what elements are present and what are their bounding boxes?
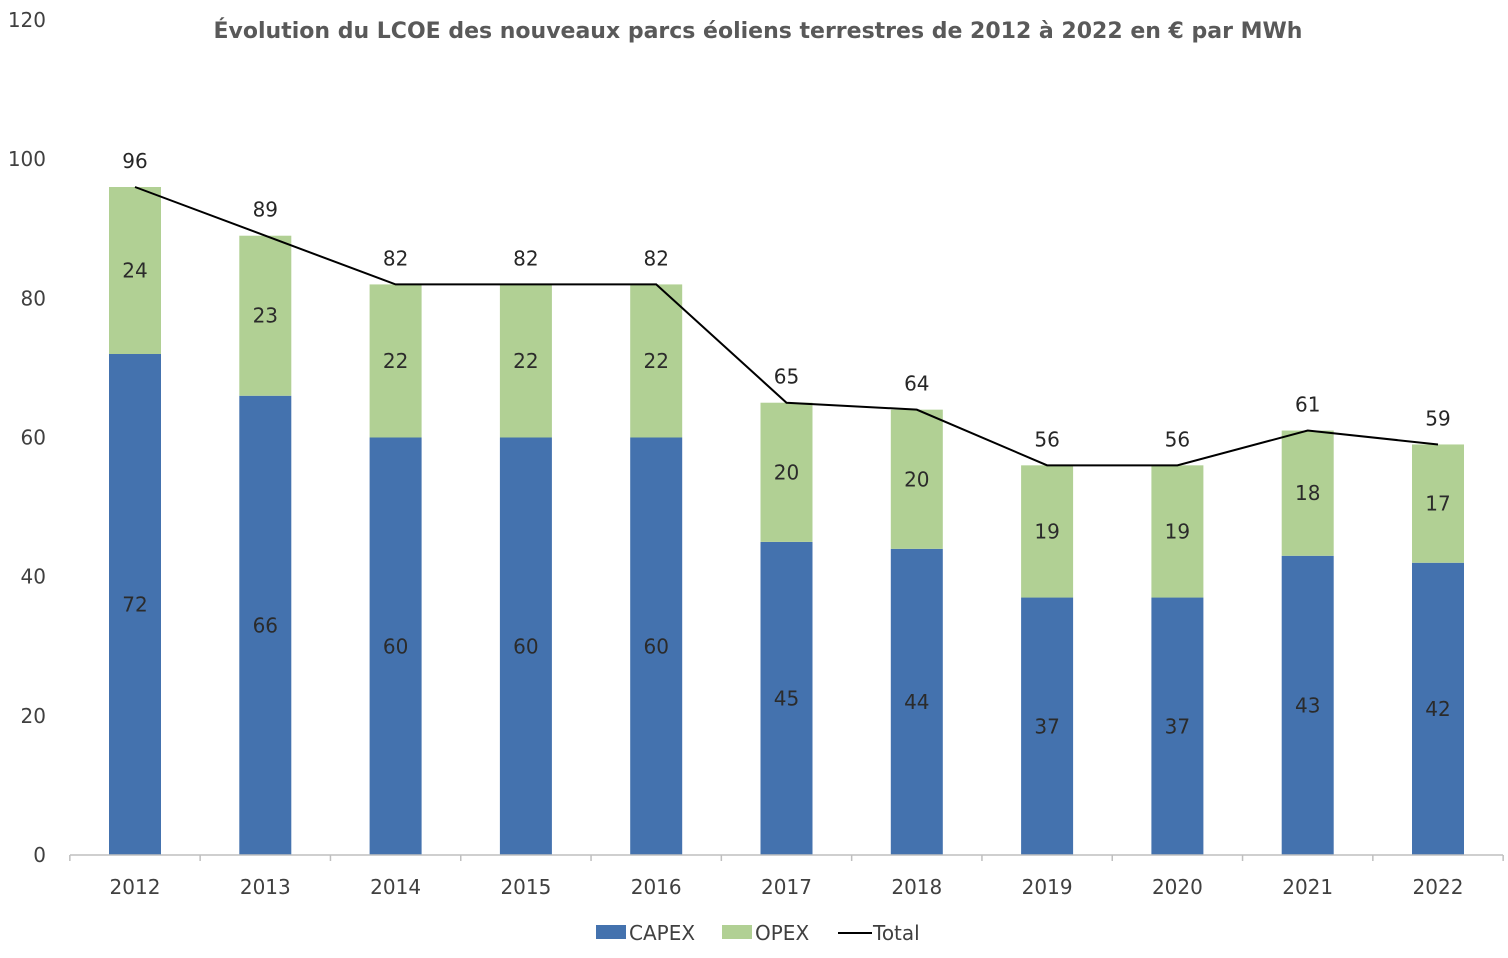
capex-data-label: 60	[383, 634, 408, 658]
y-tick-label: 40	[21, 565, 46, 589]
x-tick-label: 2022	[1413, 875, 1464, 899]
opex-bar	[109, 187, 161, 354]
opex-bar	[369, 284, 422, 438]
capex-legend-swatch	[596, 925, 626, 939]
capex-bar	[369, 437, 422, 855]
opex-data-label: 22	[383, 349, 408, 373]
x-tick-label: 2015	[500, 875, 551, 899]
total-data-label: 82	[383, 246, 408, 270]
x-tick-label: 2013	[240, 875, 291, 899]
x-tick-label: 2021	[1282, 875, 1333, 899]
total-legend-label: Total	[872, 921, 920, 945]
total-data-label: 96	[122, 149, 147, 173]
capex-data-label: 44	[904, 690, 929, 714]
capex-bar	[890, 548, 943, 855]
capex-bar	[630, 437, 683, 855]
capex-bar	[499, 437, 552, 855]
y-axis: 0 20 40 60 80 100 120	[8, 8, 46, 867]
capex-data-label: 45	[774, 686, 799, 710]
x-axis: 2012 2013 2014 2015 2016 2017 2018 2019 2020 2021…	[69, 855, 1504, 899]
x-tick-label: 2018	[891, 875, 942, 899]
total-line	[134, 186, 1439, 467]
capex-data-label: 42	[1425, 697, 1450, 721]
capex-bar	[1412, 562, 1464, 855]
x-tick-label: 2014	[370, 875, 421, 899]
capex-data-label: 72	[122, 593, 147, 617]
capex-bar	[760, 541, 813, 855]
opex-bar	[239, 235, 292, 396]
total-data-label: 65	[774, 365, 799, 389]
opex-data-label: 19	[1165, 519, 1190, 543]
opex-bar	[1412, 444, 1464, 563]
opex-data-label: 17	[1425, 492, 1450, 516]
capex-bar	[109, 354, 161, 855]
y-tick-label: 0	[33, 843, 46, 867]
capex-bar	[1151, 597, 1204, 855]
opex-data-label: 22	[643, 349, 668, 373]
opex-bar	[1281, 430, 1334, 556]
x-tick-label: 2020	[1152, 875, 1203, 899]
capex-legend-label: CAPEX	[629, 921, 695, 945]
total-data-label: 61	[1295, 393, 1320, 417]
opex-data-label: 24	[122, 259, 147, 283]
opex-bar	[499, 284, 552, 438]
x-tick-label: 2017	[761, 875, 812, 899]
capex-data-label: 43	[1295, 693, 1320, 717]
y-tick-label: 60	[21, 426, 46, 450]
capex-data-label: 66	[253, 613, 278, 637]
total-data-label: 82	[643, 246, 668, 270]
capex-bar	[1021, 597, 1074, 855]
opex-legend-label: OPEX	[755, 921, 809, 945]
capex-data-label: 60	[643, 634, 668, 658]
opex-data-label: 19	[1034, 519, 1059, 543]
capex-bar	[1281, 555, 1334, 855]
y-tick-label: 100	[8, 147, 46, 171]
opex-legend-swatch	[722, 925, 752, 939]
bars	[109, 187, 1464, 855]
total-data-label: 64	[904, 372, 929, 396]
y-tick-label: 20	[21, 704, 46, 728]
opex-bar	[1021, 465, 1074, 598]
x-tick-label: 2019	[1022, 875, 1073, 899]
y-tick-label: 120	[8, 8, 46, 32]
x-tick-label: 2016	[631, 875, 682, 899]
opex-bar	[890, 409, 943, 549]
total-data-label: 56	[1165, 427, 1190, 451]
total-data-label: 56	[1034, 427, 1059, 451]
x-tick-label: 2012	[110, 875, 161, 899]
capex-data-label: 37	[1034, 714, 1059, 738]
total-data-label: 89	[253, 198, 278, 222]
opex-data-label: 20	[774, 460, 799, 484]
legend: CAPEX OPEX Total	[596, 921, 920, 945]
data-labels: 72 24 66 23 60 22 60 22 60 22 45 20 44 20 37 19 37 19 43 18…	[122, 149, 1450, 738]
chart-title: Évolution du LCOE des nouveaux parcs éol…	[214, 18, 1303, 44]
opex-data-label: 18	[1295, 481, 1320, 505]
y-tick-label: 80	[21, 286, 46, 310]
opex-data-label: 20	[904, 467, 929, 491]
opex-bar	[760, 402, 813, 542]
total-data-label: 59	[1425, 406, 1450, 430]
total-series-line	[134, 186, 1439, 467]
total-data-label: 82	[513, 246, 538, 270]
opex-data-label: 22	[513, 349, 538, 373]
capex-data-label: 37	[1165, 714, 1190, 738]
opex-data-label: 23	[253, 304, 278, 328]
capex-data-label: 60	[513, 634, 538, 658]
capex-bar	[239, 395, 292, 855]
opex-bar	[1151, 465, 1204, 598]
opex-bar	[630, 284, 683, 438]
